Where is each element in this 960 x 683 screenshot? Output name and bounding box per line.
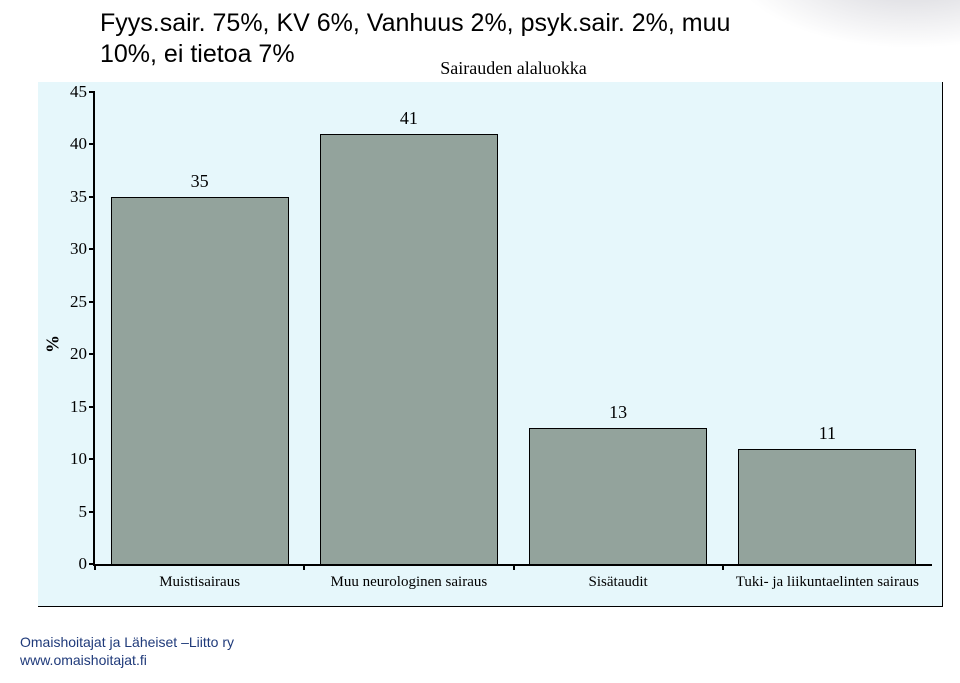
ytick-mark [89, 248, 95, 250]
xtick-mark [94, 564, 96, 570]
ytick-label: 35 [70, 187, 87, 207]
bar: 11 [738, 449, 916, 564]
footer: Omaishoitajat ja Läheiset –Liitto ry www… [20, 633, 234, 669]
bars-layer: 35411311 [95, 92, 932, 564]
bar: 13 [529, 428, 707, 564]
xtick-mark [303, 564, 305, 570]
xtick-mark [722, 564, 724, 570]
footer-line-2: www.omaishoitajat.fi [20, 651, 234, 669]
chart-panel: % Sairauden alaluokka 35411311 051015202… [38, 82, 943, 607]
bar-value-label: 35 [191, 171, 209, 192]
header-line-1: Fyys.sair. 75%, KV 6%, Vanhuus 2%, psyk.… [100, 8, 960, 39]
xtick-label: Tuki- ja liikuntaelinten sairaus [736, 574, 919, 591]
ytick-label: 25 [70, 292, 87, 312]
ytick-mark [89, 196, 95, 198]
bar: 35 [111, 197, 289, 564]
xtick-label: Muistisairaus [159, 574, 240, 591]
ytick-mark [89, 91, 95, 93]
bar-value-label: 13 [609, 402, 627, 423]
ytick-label: 30 [70, 239, 87, 259]
xtick-label: Sisätaudit [589, 574, 648, 591]
ytick-label: 5 [79, 502, 88, 522]
xtick-label: Muu neurologinen sairaus [331, 574, 488, 591]
ytick-label: 0 [79, 554, 88, 574]
bar-value-label: 41 [400, 108, 418, 129]
y-axis-label: % [43, 335, 64, 353]
ytick-mark [89, 301, 95, 303]
bar: 41 [320, 134, 498, 564]
chart-subtitle: Sairauden alaluokka [440, 58, 586, 79]
ytick-mark [89, 511, 95, 513]
ytick-mark [89, 353, 95, 355]
plot-area: Sairauden alaluokka 35411311 05101520253… [93, 92, 932, 566]
ytick-mark [89, 458, 95, 460]
footer-line-1: Omaishoitajat ja Läheiset –Liitto ry [20, 633, 234, 651]
ytick-label: 45 [70, 82, 87, 102]
ytick-mark [89, 406, 95, 408]
ytick-label: 40 [70, 134, 87, 154]
ytick-label: 15 [70, 397, 87, 417]
ytick-mark [89, 143, 95, 145]
bar-value-label: 11 [819, 423, 836, 444]
ytick-label: 20 [70, 344, 87, 364]
xtick-mark [513, 564, 515, 570]
ytick-label: 10 [70, 449, 87, 469]
